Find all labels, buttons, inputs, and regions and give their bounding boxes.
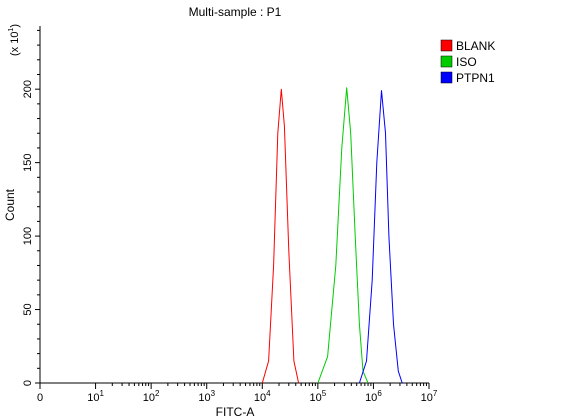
- y-tick-label: 0: [22, 380, 34, 386]
- legend-swatch-iso: [440, 55, 453, 68]
- y-axis-ticks: 0 50 100 150 200: [22, 29, 40, 386]
- plot-frame: [39, 26, 429, 384]
- legend-label-blank: BLANK: [456, 39, 495, 53]
- chart-title: Multi-sample : P1: [189, 5, 282, 19]
- x-tick-label: 105: [310, 389, 327, 404]
- x-axis-ticks: 0 101 102 103 104 105 106 107: [37, 383, 438, 404]
- y-tick-label: 200: [22, 80, 34, 98]
- x-tick-label: 104: [254, 389, 271, 404]
- histogram-series: [261, 87, 403, 384]
- legend-swatch-ptpn1: [440, 71, 453, 84]
- x-axis-label: FITC-A: [216, 405, 255, 419]
- y-axis-label: Count: [3, 188, 17, 221]
- x-tick-label: 0: [37, 392, 43, 404]
- legend-label-iso: ISO: [456, 55, 477, 69]
- y-tick-label: 100: [22, 227, 34, 245]
- series-ptpn1-curve: [358, 90, 403, 384]
- series-blank-curve: [261, 88, 300, 384]
- x-tick-label: 107: [421, 389, 438, 404]
- x-tick-label: 102: [143, 389, 160, 404]
- x-tick-label: 103: [198, 389, 215, 404]
- legend-label-ptpn1: PTPN1: [456, 71, 495, 85]
- series-iso-curve: [317, 87, 369, 384]
- y-scale-note: (x 101): [8, 24, 21, 56]
- legend: BLANK ISO PTPN1: [440, 39, 495, 85]
- x-tick-label: 101: [87, 389, 104, 404]
- x-tick-label: 106: [365, 389, 382, 404]
- legend-swatch-blank: [440, 39, 453, 52]
- y-tick-label: 150: [22, 153, 34, 171]
- y-tick-label: 50: [22, 303, 34, 315]
